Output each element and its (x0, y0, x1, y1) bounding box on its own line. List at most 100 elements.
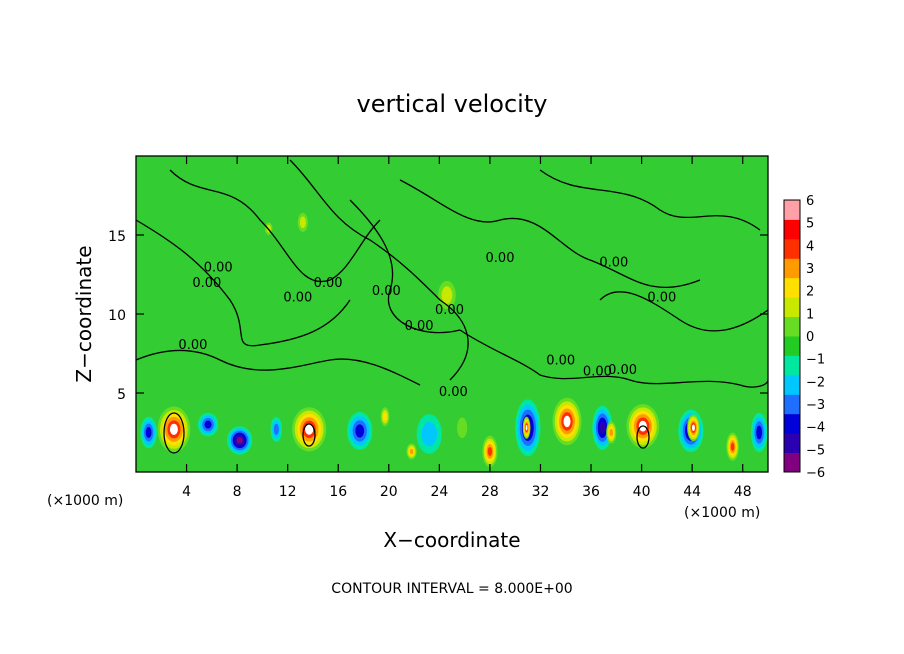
contour-label: 0.00 (583, 365, 612, 380)
colorbar-tick-label: 0 (806, 330, 814, 345)
x-tick-label: 28 (481, 484, 499, 500)
contour-label: 0.00 (546, 354, 575, 369)
contour-label: 0.00 (204, 260, 233, 275)
y-tick-label: 5 (117, 387, 126, 403)
heatmap-ring (609, 428, 614, 437)
heatmap-ring (730, 442, 735, 451)
x-tick-label: 40 (633, 484, 651, 500)
colorbar-swatch (784, 316, 800, 337)
heatmap-cell (482, 435, 498, 468)
colorbar-tick-label: 6 (806, 194, 814, 209)
contour-label: 0.00 (405, 319, 434, 334)
x-tick-label: 12 (279, 484, 297, 500)
contour-label: 0.00 (178, 338, 207, 353)
x-tick-label: 20 (380, 484, 398, 500)
heatmap-cell (227, 426, 253, 455)
contour-label: 0.00 (647, 290, 676, 305)
colorbar-tick-label: −6 (806, 466, 825, 481)
colorbar-swatch (784, 433, 800, 453)
colorbar-swatch (784, 297, 800, 317)
heatmap-ring (204, 420, 212, 429)
colorbar-swatch (784, 336, 800, 356)
heatmap-cell (416, 414, 442, 454)
heatmap-cell (270, 416, 283, 442)
colorbar-frame (783, 199, 801, 473)
contour-label: 0.00 (486, 251, 515, 266)
heatmap-ring (305, 423, 314, 435)
colorbar-swatch (784, 277, 800, 298)
heatmap-cell (606, 421, 617, 444)
contour-label: 0.00 (439, 385, 468, 400)
colorbar-swatch (784, 374, 800, 395)
y-tick-label: 10 (108, 308, 126, 324)
heatmap-ring (457, 417, 468, 439)
contour-interval-note: CONTOUR INTERVAL = 8.000E+00 (331, 581, 572, 597)
heatmap-cell (750, 412, 768, 453)
contour-label: 0.00 (608, 363, 637, 378)
colorbar-swatch (784, 355, 800, 376)
heatmap-cell (687, 414, 700, 442)
colorbar-tick-label: −2 (806, 375, 825, 390)
colorbar-swatch (784, 219, 800, 240)
x-axis-ticks: 4 8 12 16 20 24 28 32 36 40 44 48 (182, 156, 752, 500)
heatmap-cell (292, 407, 327, 452)
contour-line (136, 219, 351, 347)
colorbar-swatch (784, 394, 800, 415)
x-unit-label-right: (×1000 m) (684, 505, 760, 521)
heatmap-cell (552, 397, 582, 446)
plot-background (136, 156, 768, 472)
heatmap-ring (169, 423, 178, 435)
colorbar-tick-label: 5 (806, 217, 814, 232)
colorbar-tick-label: 4 (806, 239, 814, 254)
x-axis-label: X−coordinate (383, 528, 520, 552)
colorbar: −6 −5 −4 −3 −2 −1 0 1 2 3 4 5 6 (783, 194, 825, 481)
colorbar-tick-label: −1 (806, 353, 825, 368)
x-tick-label: 36 (582, 484, 600, 500)
heatmap-ring (599, 421, 606, 435)
contour-line (599, 291, 768, 332)
contour-line (136, 349, 421, 386)
contour-label: 0.00 (435, 303, 464, 318)
heatmap-ring (409, 448, 414, 455)
colorbar-tick-label: 3 (806, 262, 814, 277)
contour-line (459, 329, 768, 388)
colorbar-tick-label: −5 (806, 443, 825, 458)
heatmap-ring (145, 427, 152, 438)
heatmap-cell (522, 416, 531, 439)
heatmap-cell (197, 412, 219, 437)
contour-line (169, 169, 381, 283)
x-tick-label: 48 (734, 484, 752, 500)
contour-label: 0.00 (314, 276, 343, 291)
colorbar-tick-label: 2 (806, 285, 814, 300)
x-tick-label: 32 (532, 484, 550, 500)
y-axis-ticks: 5 10 15 (108, 229, 768, 403)
heatmap-cell (726, 432, 739, 461)
heatmap-cell (457, 417, 468, 439)
colorbar-tick-label: −4 (806, 421, 825, 436)
heatmap-ring (563, 415, 571, 428)
heatmap-ring (525, 425, 528, 431)
contour-label: 0.00 (283, 290, 312, 305)
y-axis-label: Z−coordinate (72, 245, 96, 382)
heatmap-ring (421, 421, 438, 447)
contour-label: 0.00 (372, 284, 401, 299)
contour-line (399, 179, 701, 289)
contour-ring (636, 425, 650, 449)
heatmap-ring (273, 423, 279, 435)
x-tick-label: 16 (329, 484, 347, 500)
heatmap-cell (297, 212, 308, 232)
colorbar-swatch (784, 238, 800, 259)
colorbar-tick-label: −3 (806, 398, 825, 413)
y-tick-label: 15 (108, 229, 126, 245)
x-unit-label-left: (×1000 m) (47, 493, 123, 509)
heatmap-ring (691, 424, 695, 432)
colorbar-swatch (784, 200, 800, 220)
heatmap-ring (441, 286, 453, 304)
plot-area: 0.000.000.000.000.000.000.000.000.00 0.00… (136, 156, 768, 472)
heatmap-ring (383, 412, 388, 421)
colorbar-swatch (784, 452, 800, 473)
contour-line (349, 199, 461, 334)
x-tick-label: 24 (430, 484, 448, 500)
heatmap-cell (406, 443, 417, 460)
